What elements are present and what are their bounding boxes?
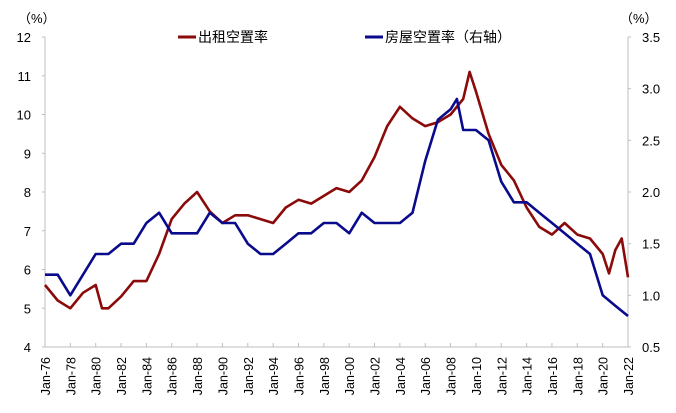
left-tick-label: 8 bbox=[24, 185, 31, 200]
right-tick-label: 2.5 bbox=[642, 133, 660, 148]
legend: 出租空置率 房屋空置率（右轴） bbox=[178, 29, 511, 45]
right-axis-unit: （%） bbox=[620, 11, 658, 26]
left-tick-label: 7 bbox=[24, 224, 31, 239]
left-tick-label: 4 bbox=[24, 340, 31, 355]
x-tick-label: Jan-02 bbox=[369, 357, 383, 395]
x-tick-label: Jan-84 bbox=[140, 357, 154, 395]
rental-vacancy-line bbox=[43, 70, 630, 310]
x-tick-label: Jan-16 bbox=[546, 357, 560, 395]
x-tick-label: Jan-78 bbox=[64, 357, 78, 395]
right-tick-label: 1.0 bbox=[642, 288, 660, 303]
left-tick-label: 5 bbox=[24, 301, 31, 316]
x-tick-label: Jan-18 bbox=[571, 357, 585, 395]
x-tick-label: Jan-10 bbox=[470, 357, 484, 395]
legend-label-homeowner: 房屋空置率（右轴） bbox=[385, 29, 511, 45]
x-tick-label: Jan-14 bbox=[521, 357, 535, 395]
homeowner-vacancy-line bbox=[45, 97, 629, 318]
x-tick-label: Jan-08 bbox=[445, 357, 459, 395]
x-tick-label: Jan-22 bbox=[622, 357, 636, 395]
right-tick-label: 2.0 bbox=[642, 185, 660, 200]
left-tick-label: 9 bbox=[24, 146, 31, 161]
x-tick-label: Jan-80 bbox=[90, 357, 104, 395]
x-tick-label: Jan-00 bbox=[343, 357, 357, 395]
x-tick-label: Jan-20 bbox=[597, 357, 611, 395]
x-tick-label: Jan-12 bbox=[495, 357, 509, 395]
x-tick-label: Jan-94 bbox=[267, 357, 281, 395]
legend-label-rental: 出租空置率 bbox=[198, 29, 268, 45]
x-tick-label: Jan-86 bbox=[166, 357, 180, 395]
x-tick-label: Jan-98 bbox=[318, 357, 332, 395]
x-tick-label: Jan-88 bbox=[191, 357, 205, 395]
right-tick-label: 0.5 bbox=[642, 340, 660, 355]
left-tick-label: 12 bbox=[17, 30, 31, 45]
x-tick-label: Jan-04 bbox=[394, 357, 408, 395]
left-tick-label: 11 bbox=[18, 69, 32, 84]
x-tick-label: Jan-82 bbox=[115, 357, 129, 395]
x-tick-label: Jan-92 bbox=[242, 357, 256, 395]
x-tick-label: Jan-06 bbox=[419, 357, 433, 395]
left-axis-unit: （%） bbox=[18, 11, 56, 26]
x-tick-label: Jan-96 bbox=[292, 357, 306, 395]
right-tick-label: 3.5 bbox=[642, 30, 660, 45]
left-tick-label: 10 bbox=[17, 108, 31, 123]
x-tick-label: Jan-90 bbox=[216, 357, 230, 395]
right-tick-label: 3.0 bbox=[642, 82, 660, 97]
left-tick-label: 6 bbox=[24, 263, 31, 278]
x-tick-label: Jan-76 bbox=[39, 357, 53, 395]
right-tick-label: 1.5 bbox=[642, 237, 660, 252]
